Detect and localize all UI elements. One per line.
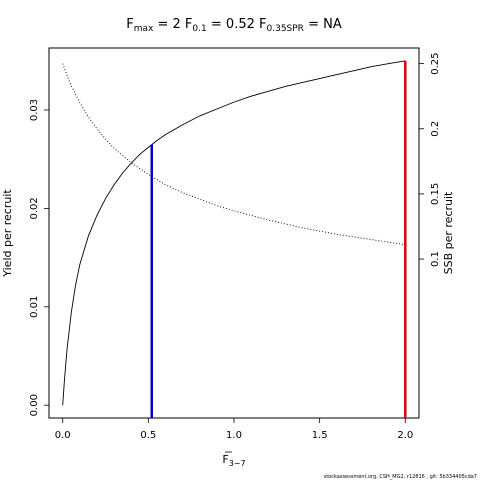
y-right-tick-label: 0.2 bbox=[430, 121, 441, 137]
y-left-tick-label: 0.00 bbox=[29, 394, 40, 416]
y-axis-left: 0.00 0.01 0.02 0.03 bbox=[29, 99, 49, 416]
x-axis-label-sub: 3−7 bbox=[229, 459, 246, 468]
ssb-per-recruit-line bbox=[62, 63, 406, 246]
x-tick-label: 2.0 bbox=[397, 430, 413, 441]
y-left-tick-label: 0.01 bbox=[29, 296, 40, 318]
fmax-value: 2 bbox=[173, 17, 181, 32]
x-axis-label: F bbox=[222, 453, 228, 466]
x-axis: 0.0 0.5 1.0 1.5 2.0 bbox=[55, 418, 413, 441]
series-layer bbox=[62, 60, 406, 406]
y-left-tick-label: 0.03 bbox=[29, 99, 40, 121]
x-axis-title: F3−7 bbox=[222, 451, 246, 468]
chart-title: Fmax = 2 F0.1 = 0.52 F0.35SPR = NA bbox=[126, 17, 342, 34]
y-left-tick-label: 0.02 bbox=[29, 197, 40, 219]
y-right-tick-label: 0.25 bbox=[430, 53, 441, 75]
x-tick-label: 0.0 bbox=[55, 430, 71, 441]
f01-value: 0.52 bbox=[226, 17, 255, 32]
y-axis-right: 0.1 0.15 0.2 0.25 bbox=[419, 53, 441, 267]
x-tick-label: 0.5 bbox=[140, 430, 156, 441]
reference-lines bbox=[150, 60, 407, 418]
x-tick-label: 1.5 bbox=[312, 430, 328, 441]
plot-frame bbox=[48, 47, 420, 419]
y-axis-left-title: Yield per recruit bbox=[1, 189, 14, 278]
f035spr-value: NA bbox=[323, 17, 342, 32]
svg-text:F3−7: F3−7 bbox=[222, 453, 245, 468]
y-right-tick-label: 0.1 bbox=[430, 251, 441, 267]
x-tick-label: 1.0 bbox=[226, 430, 242, 441]
yield-per-recruit-line bbox=[62, 60, 406, 406]
footer-note: stockassessment.org, CSH_MG2, r12816 , g… bbox=[324, 474, 477, 480]
y-axis-right-title: SSB per recruit bbox=[442, 191, 455, 274]
y-right-tick-label: 0.15 bbox=[430, 183, 441, 205]
